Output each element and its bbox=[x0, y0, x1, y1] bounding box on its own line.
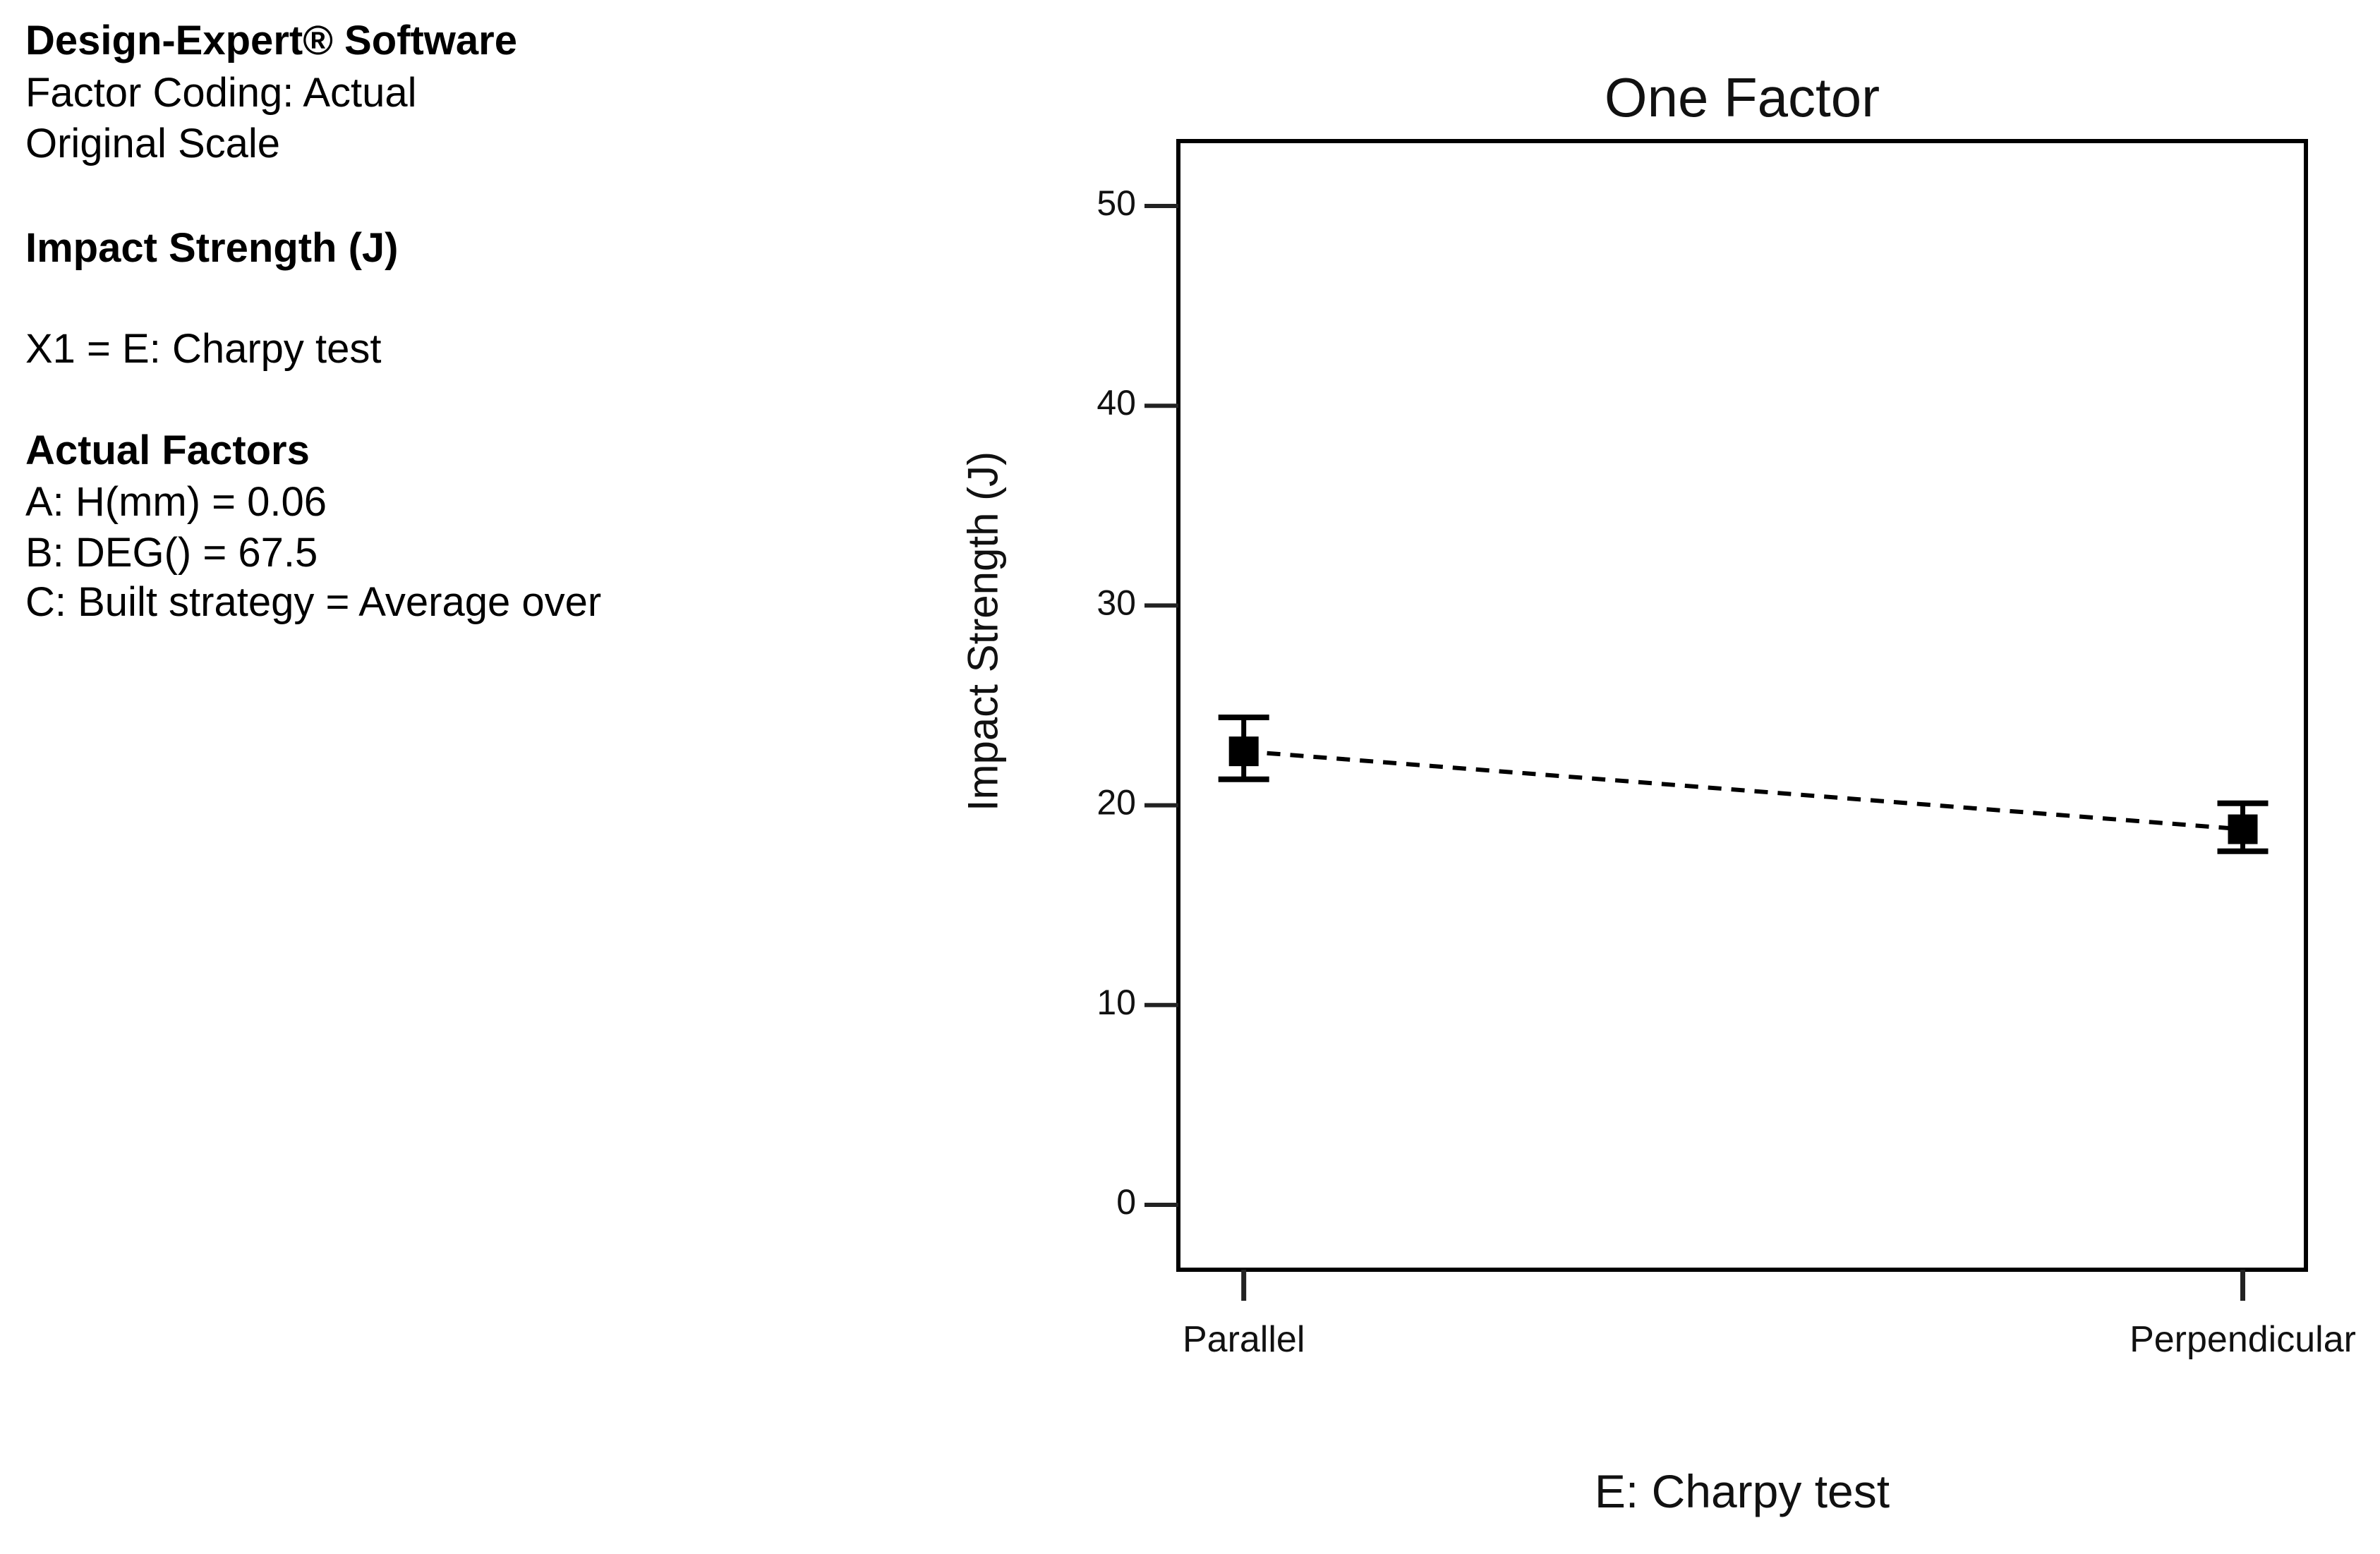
y-tick-label: 0 bbox=[1116, 1182, 1136, 1222]
plot-frame bbox=[1176, 139, 2308, 1272]
info-panel-line: A: H(mm) = 0.06 bbox=[25, 479, 327, 525]
prediction-line bbox=[1243, 749, 2243, 832]
y-tick-label: 30 bbox=[1097, 583, 1136, 622]
info-panel-line: X1 = E: Charpy test bbox=[25, 326, 382, 372]
info-panel-line: B: DEG() = 67.5 bbox=[25, 530, 318, 576]
x-axis-title: E: Charpy test bbox=[1594, 1465, 1890, 1517]
y-tick-label: 20 bbox=[1097, 783, 1136, 822]
info-panel-line: Design-Expert® Software bbox=[25, 18, 517, 63]
info-panel-line: C: Built strategy = Average over bbox=[25, 579, 602, 625]
y-tick-label: 40 bbox=[1097, 383, 1136, 423]
info-panel-line: Impact Strength (J) bbox=[25, 225, 399, 271]
info-panel: Design-Expert® Software Factor Coding: Ac… bbox=[25, 0, 943, 1554]
chart-title: One Factor bbox=[1604, 66, 1880, 128]
x-tick-label: Parallel bbox=[1183, 1319, 1305, 1360]
data-point-marker bbox=[1228, 736, 1259, 767]
y-tick-label: 10 bbox=[1097, 983, 1136, 1022]
y-tick-label: 50 bbox=[1097, 183, 1136, 223]
info-panel-line: Actual Factors bbox=[25, 427, 310, 473]
data-point-marker bbox=[2228, 814, 2258, 844]
info-panel-line: Original Scale bbox=[25, 121, 281, 166]
x-tick-label: Perpendicular bbox=[2130, 1319, 2356, 1360]
info-panel-line: Factor Coding: Actual bbox=[25, 70, 417, 116]
